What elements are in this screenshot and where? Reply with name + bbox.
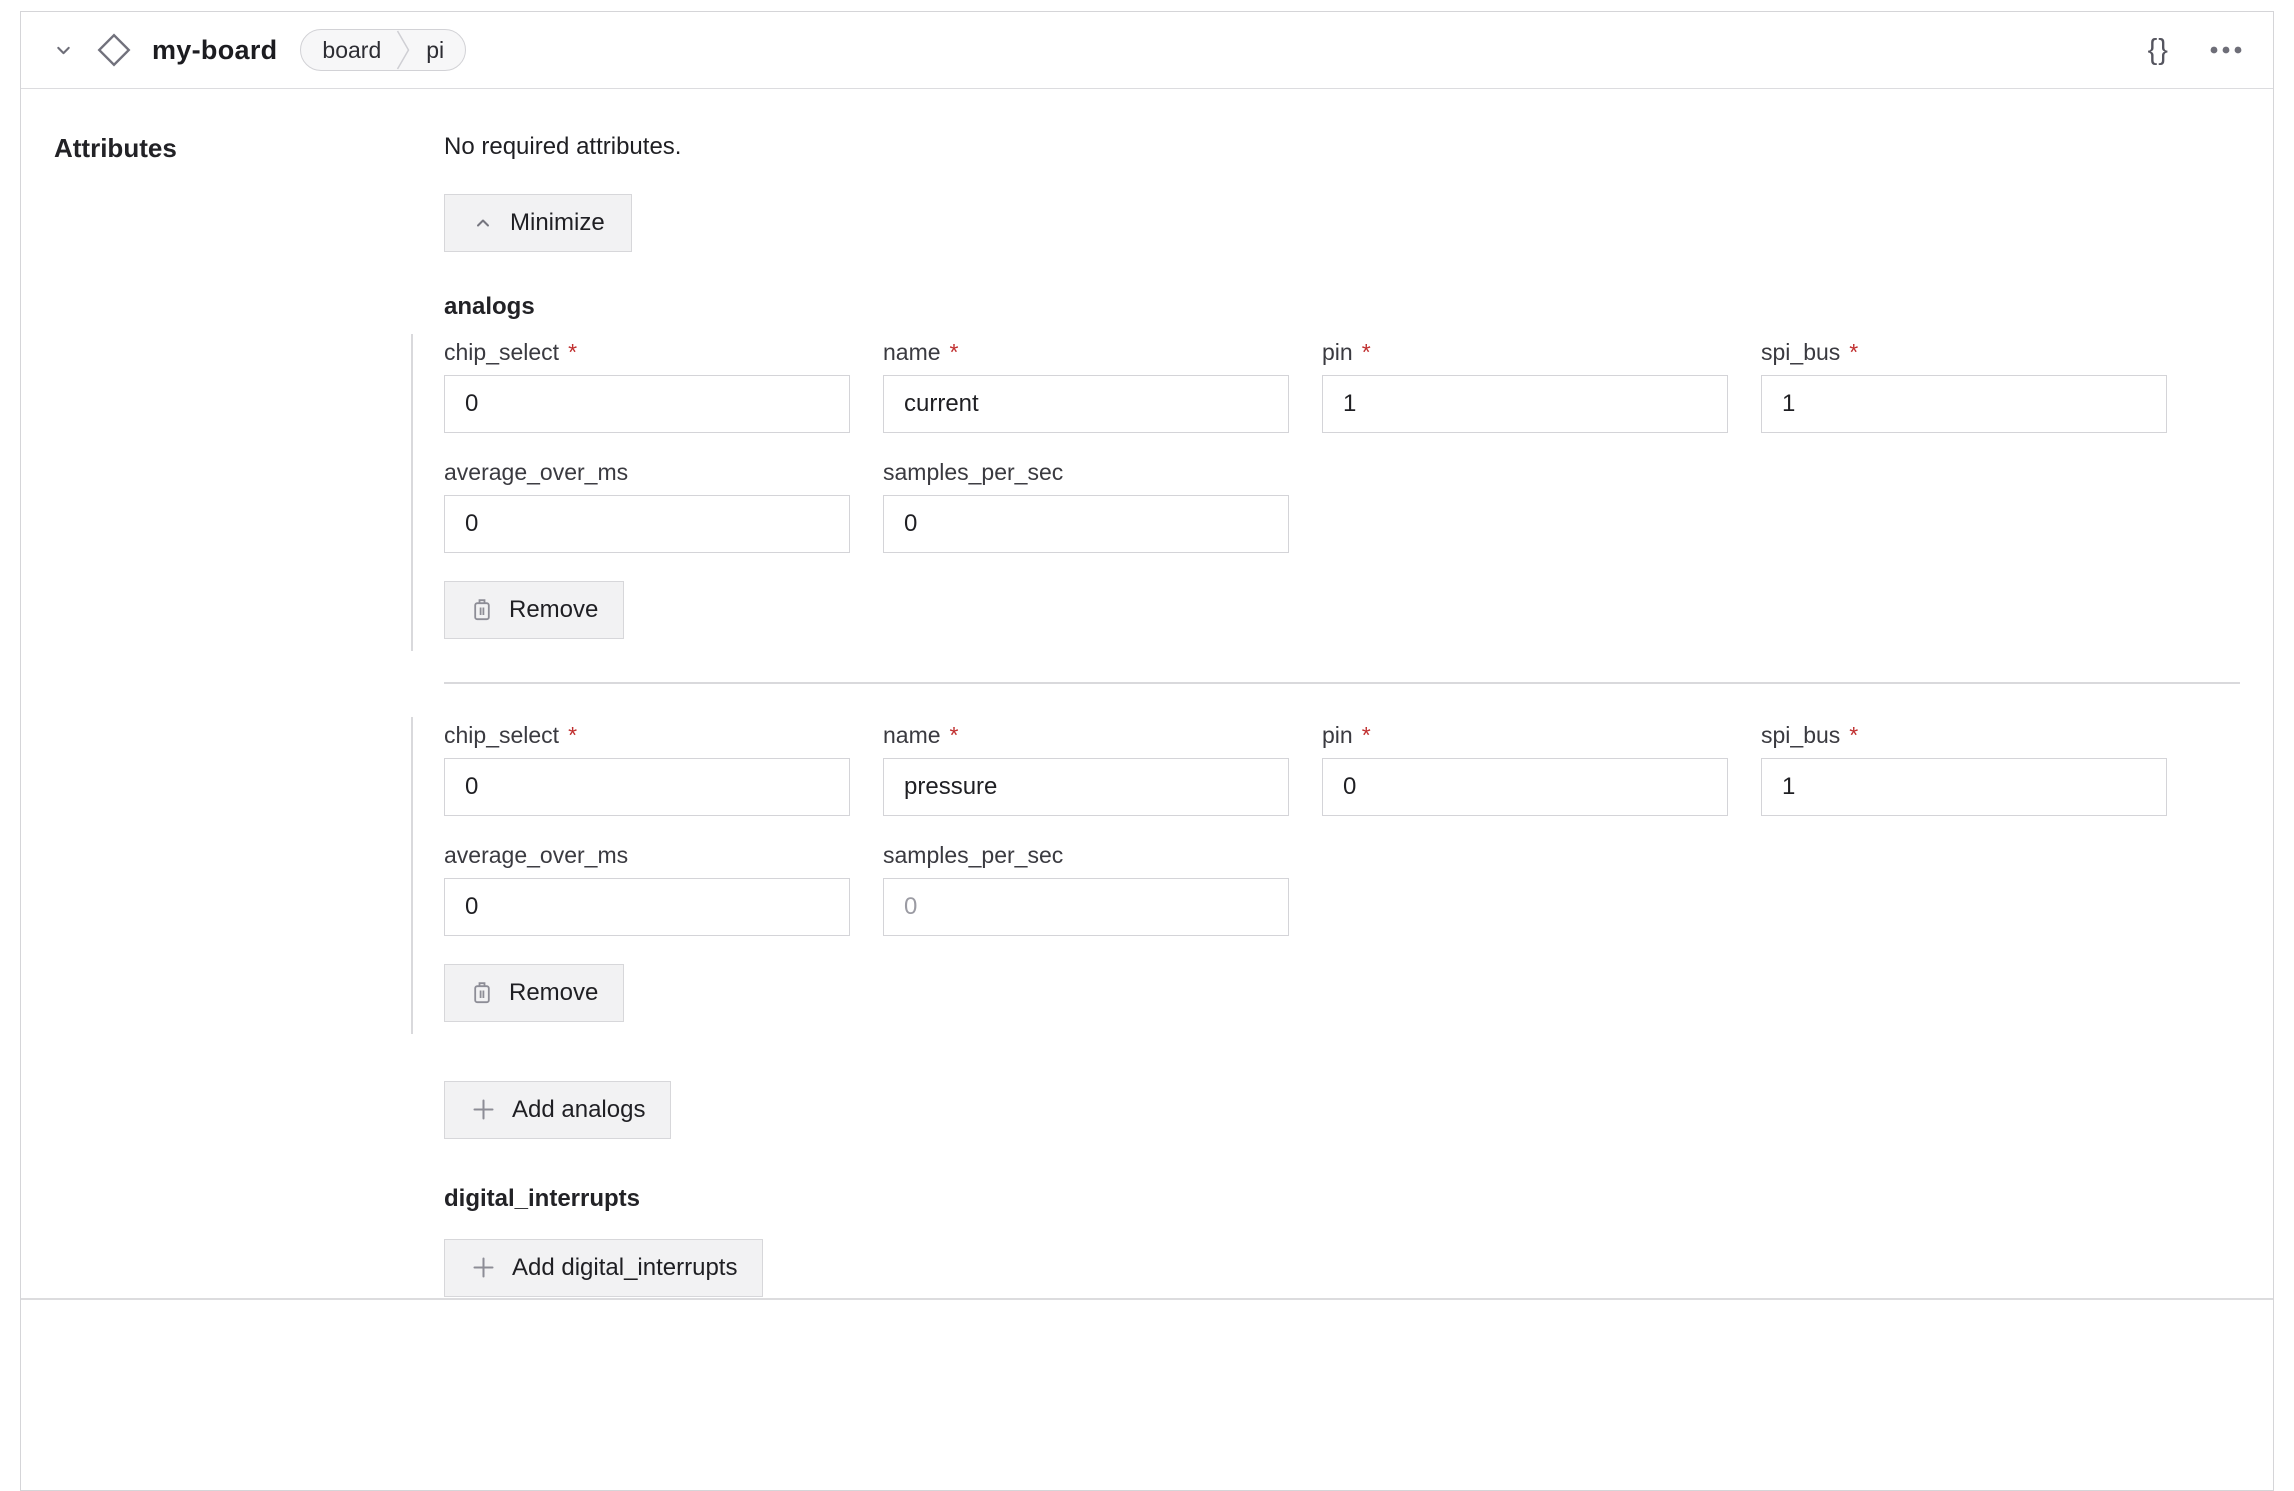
field-label: pin * [1322, 339, 1371, 365]
curly-braces-icon: {} [2147, 33, 2169, 66]
field-samples-per-sec: samples_per_sec [883, 459, 1289, 553]
field-label: samples_per_sec [883, 459, 1064, 485]
required-asterisk: * [1361, 339, 1371, 365]
chevron-up-icon [471, 211, 495, 235]
analog-0-remove-button[interactable]: Remove [444, 581, 625, 639]
digital-interrupts-group-title: digital_interrupts [444, 1184, 641, 1212]
field-label: chip_select * [444, 339, 578, 365]
add-digital-interrupts-button[interactable]: Add digital_interrupts [444, 1238, 764, 1297]
field-pin: pin * [1322, 722, 1728, 816]
field-chip-select: chip_select * [444, 722, 850, 816]
analog-item-1: chip_select* name* pin* spi_bus* [411, 716, 2240, 1034]
field-chip-select: chip_select * [444, 339, 850, 433]
field-label: name * [883, 721, 959, 748]
badge-chevron-separator-icon [396, 30, 411, 70]
field-name: name * [883, 339, 1289, 433]
field-name: name * [883, 722, 1289, 816]
analog-0-row-1: chip_select* name* pin* spi_bus* [444, 339, 2240, 433]
field-label: samples_per_sec [883, 841, 1064, 868]
plus-icon [470, 1254, 497, 1281]
field-average-over-ms: average_over_ms [444, 459, 850, 553]
analog-1-samples-per-sec-input[interactable] [883, 877, 1289, 936]
analog-0-spi-bus-input[interactable] [1761, 375, 2167, 433]
analog-0-samples-per-sec-input[interactable] [883, 495, 1289, 553]
required-asterisk: * [1849, 721, 1859, 748]
analog-0-average-over-ms-input[interactable] [444, 495, 850, 553]
analog-0-name-input[interactable] [883, 375, 1289, 433]
add-digital-interrupts-label: Add digital_interrupts [512, 1253, 738, 1281]
field-label: spi_bus * [1761, 339, 1859, 365]
field-label: name * [883, 339, 959, 365]
trash-icon [470, 980, 494, 1006]
analog-1-row-1: chip_select* name* pin* spi_bus* [444, 722, 2240, 816]
required-asterisk: * [568, 339, 578, 365]
required-asterisk: * [949, 721, 959, 748]
analog-1-spi-bus-input[interactable] [1761, 757, 2167, 816]
json-mode-button[interactable]: {} [2148, 34, 2169, 67]
analog-1-chip-select-input[interactable] [444, 757, 850, 816]
field-spi-bus: spi_bus * [1761, 339, 2167, 433]
no-required-attributes-text: No required attributes. [444, 133, 682, 160]
required-asterisk: * [1849, 339, 1859, 365]
field-label: spi_bus * [1761, 721, 1859, 748]
more-menu-button[interactable] [2209, 45, 2243, 55]
field-samples-per-sec: samples_per_sec [883, 842, 1289, 936]
component-name-title: my-board [152, 34, 278, 65]
badge-type-label: board [322, 36, 382, 63]
remove-label: Remove [509, 978, 599, 1006]
add-analogs-label: Add analogs [512, 1095, 646, 1123]
analogs-group-title: analogs [444, 293, 535, 320]
component-card-header: my-board board pi {} [21, 12, 2273, 89]
badge-model-label: pi [426, 36, 445, 63]
attributes-section: Attributes No required attributes. Minim… [21, 89, 2273, 1297]
field-spi-bus: spi_bus * [1761, 722, 2167, 816]
trash-icon [470, 597, 494, 623]
required-asterisk: * [568, 721, 578, 748]
component-card: my-board board pi {} Attributes No req [20, 11, 2274, 1491]
analog-1-name-input[interactable] [883, 757, 1289, 816]
required-asterisk: * [1361, 721, 1371, 748]
field-label: average_over_ms [444, 459, 629, 485]
remove-label: Remove [509, 596, 599, 623]
analog-items-divider [444, 682, 2240, 684]
component-diamond-icon [95, 31, 133, 69]
header-left: my-board board pi [51, 29, 467, 71]
analog-0-pin-input[interactable] [1322, 375, 1728, 433]
plus-icon [470, 1096, 497, 1123]
required-asterisk: * [949, 339, 959, 365]
chevron-down-icon [51, 38, 76, 63]
attributes-form: No required attributes. Minimize analogs… [411, 133, 2240, 1297]
analog-1-remove-button[interactable]: Remove [444, 963, 625, 1022]
next-section-divider [21, 1298, 2273, 1300]
field-label: pin * [1322, 721, 1371, 748]
field-label: average_over_ms [444, 841, 629, 868]
analog-1-row-2: average_over_ms samples_per_sec [444, 842, 2240, 936]
field-average-over-ms: average_over_ms [444, 842, 850, 936]
analog-0-chip-select-input[interactable] [444, 375, 850, 433]
minimize-label: Minimize [510, 209, 605, 236]
field-pin: pin * [1322, 339, 1728, 433]
field-label: chip_select * [444, 721, 578, 748]
add-analogs-button[interactable]: Add analogs [444, 1080, 672, 1139]
minimize-button[interactable]: Minimize [444, 194, 632, 252]
collapse-button[interactable] [51, 38, 76, 63]
ellipsis-icon [2209, 45, 2243, 55]
analog-0-row-2: average_over_ms samples_per_sec [444, 459, 2240, 553]
component-type-badge: board pi [300, 29, 467, 71]
header-right: {} [2148, 34, 2243, 67]
analog-1-pin-input[interactable] [1322, 757, 1728, 816]
analog-item-0: chip_select* name* pin* spi_bus* [411, 334, 2240, 651]
analog-1-average-over-ms-input[interactable] [444, 877, 850, 936]
attributes-section-label: Attributes [54, 133, 177, 163]
